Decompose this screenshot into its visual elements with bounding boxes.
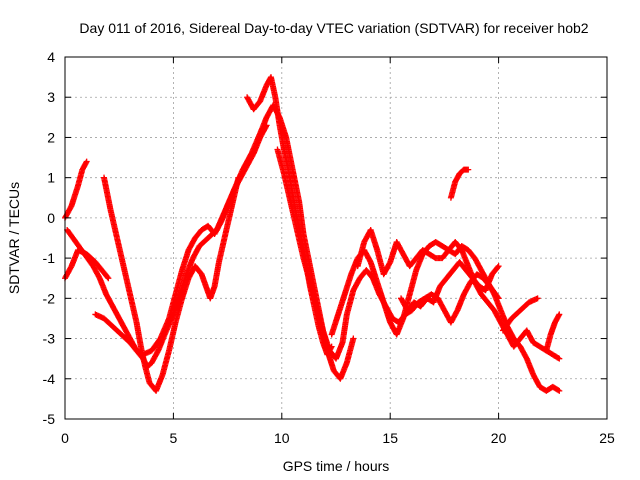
- series-arc-4: [101, 174, 242, 394]
- x-axis-label: GPS time / hours: [283, 458, 390, 474]
- series-arc-10: [447, 166, 472, 201]
- data-point: [534, 295, 541, 302]
- series-arc-5: [92, 122, 270, 358]
- grid: [65, 57, 607, 419]
- x-tick-label: 5: [170, 430, 178, 446]
- x-tick-label: 15: [382, 430, 398, 446]
- data-point: [83, 158, 90, 165]
- data-marks: [62, 74, 563, 394]
- series-arc-13: [398, 259, 502, 314]
- data-point: [556, 355, 563, 362]
- series-arc-3: [64, 102, 357, 382]
- y-tick-label: 2: [47, 129, 55, 145]
- y-tick-label: -3: [43, 331, 56, 347]
- chart-title: Day 011 of 2016, Sidereal Day-to-day VTE…: [79, 20, 588, 36]
- data-point: [104, 274, 111, 281]
- series-arc-2: [62, 247, 112, 282]
- y-tick-label: -5: [43, 411, 56, 427]
- data-point: [263, 122, 270, 129]
- y-tick-label: 4: [47, 49, 55, 65]
- data-point: [556, 311, 563, 318]
- y-tick-label: -1: [43, 250, 56, 266]
- data-point: [555, 354, 562, 361]
- data-point: [495, 263, 502, 270]
- series-arc-12: [499, 295, 541, 334]
- y-tick-label: 1: [47, 170, 55, 186]
- data-point: [556, 387, 563, 394]
- data-point: [465, 166, 472, 173]
- x-tick-label: 20: [491, 430, 507, 446]
- plot-frame: [64, 56, 608, 420]
- data-point: [555, 387, 562, 394]
- y-tick-label: 3: [47, 89, 55, 105]
- x-tick-label: 10: [274, 430, 290, 446]
- series-arc-7: [274, 146, 502, 362]
- x-axis: 0 5 10 15 20 25: [61, 57, 615, 446]
- series-arc-11: [543, 311, 563, 354]
- x-tick-label: 25: [599, 430, 615, 446]
- data-point: [105, 275, 112, 282]
- y-tick-label: -4: [43, 371, 56, 387]
- y-tick-label: -2: [43, 290, 56, 306]
- y-axis-label: SDTVAR / TECUs: [6, 182, 22, 294]
- y-axis: -5 -4 -3 -2 -1 0 1 2 3 4: [43, 49, 607, 427]
- y-tick-label: 0: [47, 210, 55, 226]
- data-point: [494, 264, 501, 271]
- series-arc-9: [354, 226, 563, 362]
- series-arc-1: [62, 158, 90, 221]
- data-point: [350, 335, 357, 342]
- x-tick-label: 0: [61, 430, 69, 446]
